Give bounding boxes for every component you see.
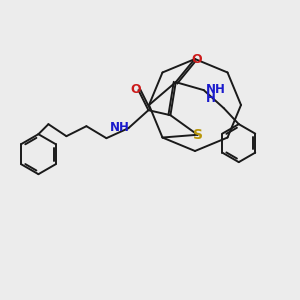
Text: NH: NH [110,121,129,134]
Text: O: O [130,83,141,96]
Text: H: H [206,92,216,105]
Text: O: O [191,52,202,66]
Text: NH: NH [206,82,226,96]
Text: S: S [193,128,202,142]
